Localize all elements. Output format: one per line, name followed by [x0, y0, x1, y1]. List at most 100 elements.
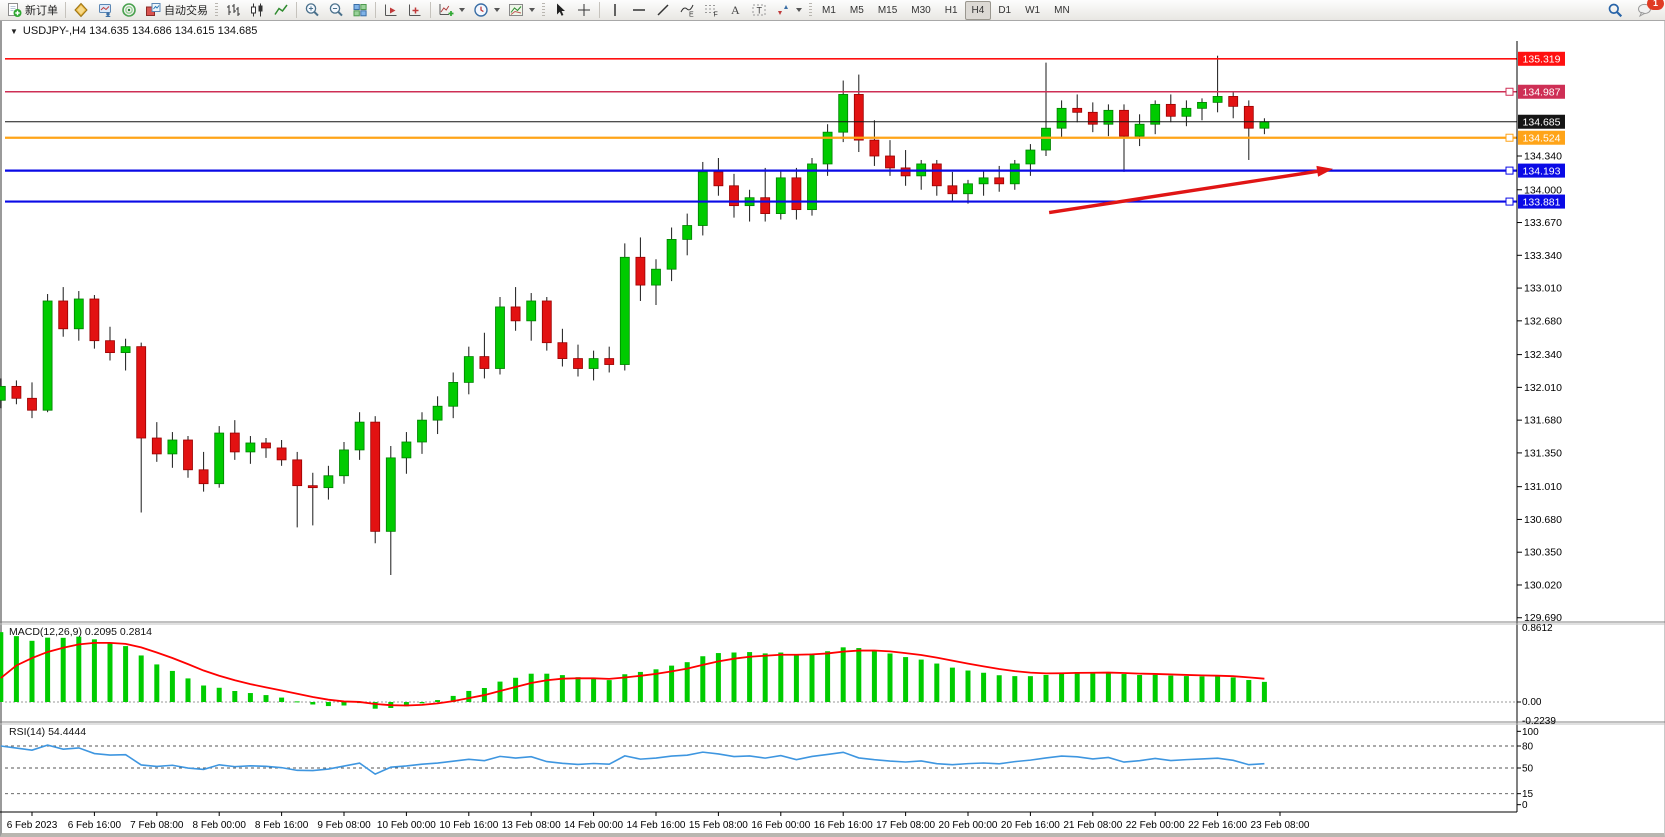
svg-text:133.881: 133.881	[1523, 196, 1561, 208]
timeframe-h1[interactable]: H1	[938, 1, 965, 20]
trendline-icon	[655, 2, 671, 18]
clock-icon	[473, 2, 489, 18]
candle	[635, 256, 646, 286]
candle	[619, 256, 630, 365]
vertical-line-tool-button[interactable]	[603, 1, 627, 20]
bar-chart-button[interactable]	[221, 1, 245, 20]
candle	[791, 177, 802, 211]
navigator-button[interactable]	[93, 1, 117, 20]
candle	[510, 306, 521, 322]
data-window-button[interactable]	[117, 1, 141, 20]
price-axis: 134.340 134.000 133.670 133.340 133.010 132.6…	[1517, 151, 1562, 624]
notification-count-badge[interactable]: 1	[1647, 0, 1664, 10]
timeframe-m15[interactable]: M15	[871, 1, 904, 20]
candlestick-chart-icon	[249, 2, 265, 18]
text-label-tool-button[interactable]: T	[747, 1, 771, 20]
candle	[1119, 109, 1129, 137]
trendline-tool-button[interactable]	[651, 1, 675, 20]
candle	[1056, 107, 1067, 129]
time-tick-label: 10 Feb 00:00	[377, 820, 436, 831]
candle	[1103, 109, 1114, 125]
periods-button[interactable]	[469, 1, 504, 20]
search-icon	[1607, 2, 1623, 18]
trend-arrow-line[interactable]	[1048, 168, 1324, 215]
chart-shift-button[interactable]	[403, 1, 427, 20]
timeframe-mn[interactable]: MN	[1047, 1, 1077, 20]
price-badge-134.987: 134.987	[1518, 84, 1565, 99]
line-handle[interactable]	[1505, 166, 1514, 175]
time-tick-label: 14 Feb 00:00	[564, 820, 623, 831]
time-tick-label: 17 Feb 08:00	[876, 820, 935, 831]
svg-text:E: E	[689, 12, 694, 19]
candle	[11, 385, 22, 399]
chart-title[interactable]: ▼ USDJPY-,H4 134.635 134.686 134.615 134…	[6, 22, 262, 40]
time-tick-label: 13 Feb 08:00	[502, 820, 561, 831]
toolbar-separator	[430, 2, 431, 18]
auto-scroll-button[interactable]	[379, 1, 403, 20]
toolbar-grip	[215, 3, 218, 17]
line-handle[interactable]	[1505, 133, 1514, 142]
candlestick-chart-button[interactable]	[245, 1, 269, 20]
horizontal-line-tool-button[interactable]	[627, 1, 651, 20]
indicators-button[interactable]	[434, 1, 469, 20]
candle	[417, 419, 427, 443]
trend-arrow-head[interactable]	[1316, 165, 1334, 177]
timeframe-m1[interactable]: M1	[815, 1, 843, 20]
svg-text:134.685: 134.685	[1523, 117, 1561, 129]
candle	[1259, 121, 1270, 129]
candle	[1181, 107, 1192, 117]
timeframe-m5[interactable]: M5	[843, 1, 871, 20]
search-button[interactable]	[1603, 1, 1627, 20]
candle	[261, 442, 271, 449]
time-axis[interactable]: 6 Feb 2023 6 Feb 16:00 7 Feb 08:00 8 Feb 00…	[7, 812, 1310, 831]
line-handle[interactable]	[1505, 197, 1514, 206]
new-order-button[interactable]: 新订单	[2, 1, 62, 20]
timeframe-d1[interactable]: D1	[991, 1, 1018, 20]
timeframe-w1[interactable]: W1	[1018, 1, 1047, 20]
candle	[947, 185, 958, 195]
candle	[666, 239, 677, 270]
candle	[1197, 101, 1207, 109]
equidistant-channel-tool-button[interactable]: E	[675, 1, 699, 20]
candle	[136, 346, 147, 439]
rsi-label: RSI(14) 54.4444	[9, 726, 87, 738]
price-badge-134.524: 134.524	[1518, 130, 1565, 145]
timeframe-h4[interactable]: H4	[964, 0, 992, 20]
cursor-tool-button[interactable]	[548, 1, 572, 20]
crosshair-tool-button[interactable]	[572, 1, 596, 20]
svg-text:134.193: 134.193	[1523, 165, 1561, 177]
fibonacci-tool-button[interactable]: F	[699, 1, 723, 20]
time-tick-label: 6 Feb 2023	[7, 820, 58, 831]
candle	[697, 171, 708, 226]
market-watch-button[interactable]	[69, 1, 93, 20]
timeframe-m30[interactable]: M30	[904, 1, 937, 20]
tile-windows-button[interactable]	[348, 1, 372, 20]
text-tool-button[interactable]: A	[723, 1, 747, 20]
candle	[557, 342, 568, 359]
candle	[682, 225, 693, 240]
rsi-scale-label: 100	[1522, 727, 1539, 738]
candle	[1009, 163, 1020, 185]
candle	[58, 300, 69, 330]
macd-scale-min: -0.2239	[1522, 716, 1556, 727]
line-chart-button[interactable]	[269, 1, 293, 20]
toolbar-separator	[375, 2, 376, 18]
arrows-tool-button[interactable]	[771, 1, 806, 20]
candle	[604, 358, 615, 365]
price-tick-label: 132.680	[1524, 315, 1562, 327]
candle	[1150, 103, 1161, 125]
zoom-in-button[interactable]	[300, 1, 324, 20]
time-tick-label: 23 Feb 08:00	[1251, 820, 1310, 831]
autotrading-button[interactable]: 自动交易	[141, 1, 212, 20]
templates-button[interactable]	[504, 1, 539, 20]
candle	[339, 449, 349, 477]
macd-histogram	[0, 632, 1267, 709]
candle	[994, 177, 1005, 185]
line-chart-icon	[273, 2, 289, 18]
candle	[1041, 127, 1051, 151]
price-tick-label: 133.340	[1524, 250, 1562, 262]
zoom-out-button[interactable]	[324, 1, 348, 20]
line-handle[interactable]	[1505, 87, 1514, 96]
